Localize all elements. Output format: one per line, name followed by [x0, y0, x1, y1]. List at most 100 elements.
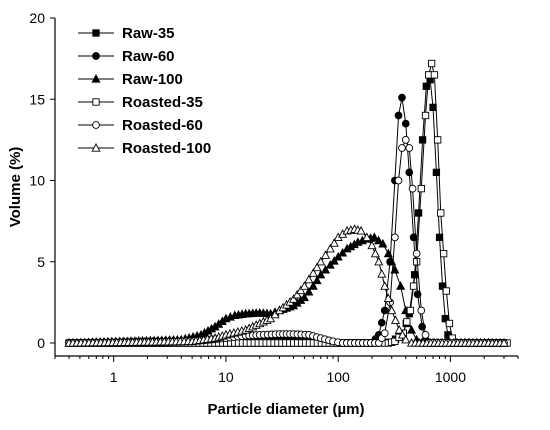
data-point: [445, 319, 454, 328]
data-point: [367, 240, 377, 250]
data-point: [434, 136, 442, 144]
data-point: [390, 315, 401, 324]
legend-item: Roasted-60: [78, 117, 203, 134]
data-point: [320, 264, 331, 274]
data-point: [329, 238, 339, 247]
data-point: [409, 282, 418, 290]
y-tick-label: 10: [29, 173, 45, 189]
data-point: [304, 274, 314, 284]
legend-item: Raw-100: [78, 71, 183, 88]
data-point: [417, 306, 426, 315]
y-tick-label: 20: [29, 10, 45, 26]
data-point: [266, 313, 276, 323]
data-point: [338, 247, 348, 257]
data-point: [325, 243, 335, 253]
data-point: [378, 238, 388, 248]
data-point: [296, 285, 306, 295]
series-layer: [64, 59, 511, 347]
x-tick-label: 10: [218, 369, 234, 385]
legend-item: Roasted-100: [78, 140, 211, 157]
data-point: [412, 249, 421, 258]
y-tick-label: 0: [37, 335, 45, 351]
data-point: [418, 136, 427, 144]
y-axis-title: Volume (%): [7, 147, 24, 228]
data-point: [417, 184, 425, 193]
data-point: [437, 209, 445, 217]
data-point: [380, 281, 390, 290]
data-point: [325, 260, 335, 269]
data-point: [403, 318, 411, 326]
ticks-layer: 0 5 10 15 20 1 10 100 1000: [29, 10, 519, 385]
data-point: [401, 136, 410, 144]
data-point: [442, 287, 451, 295]
data-point: [374, 235, 384, 245]
data-point: [92, 98, 100, 106]
data-point: [414, 209, 423, 217]
data-point: [270, 309, 280, 319]
data-point: [439, 249, 448, 258]
legend-label: Roasted-100: [122, 140, 211, 157]
series-roasted-100: [64, 224, 509, 347]
data-point: [91, 74, 101, 83]
data-point: [312, 262, 322, 272]
legend-label: Roasted-60: [122, 117, 203, 134]
data-point: [333, 251, 343, 261]
data-point: [380, 306, 389, 315]
data-point: [499, 338, 509, 347]
y-tick-label: 5: [37, 254, 45, 270]
data-point: [362, 232, 372, 242]
data-point: [430, 71, 439, 79]
data-point: [383, 248, 393, 258]
data-point: [377, 268, 387, 278]
data-point: [91, 143, 101, 152]
data-point: [380, 329, 389, 338]
data-point: [413, 290, 422, 299]
data-point: [401, 119, 410, 128]
data-point: [397, 329, 408, 339]
data-point: [398, 144, 406, 152]
y-tick-label: 15: [29, 91, 45, 107]
data-point: [374, 256, 384, 266]
legend-label: Raw-35: [122, 25, 175, 42]
data-point: [308, 268, 318, 277]
data-point: [369, 232, 379, 242]
data-point: [292, 289, 302, 299]
x-tick-label: 100: [326, 369, 350, 385]
series-roasted-60: [65, 136, 508, 347]
data-point: [308, 281, 318, 290]
data-point: [92, 29, 100, 37]
legend-label: Raw-60: [122, 48, 175, 65]
data-point: [394, 325, 404, 334]
data-point: [312, 275, 322, 285]
data-point: [405, 144, 414, 152]
legend-item: Raw-60: [78, 48, 175, 65]
x-tick-label: 1000: [435, 369, 466, 385]
axes-layer: [54, 18, 518, 357]
data-point: [429, 103, 437, 112]
data-point: [320, 250, 331, 259]
legend-label: Roasted-35: [122, 94, 203, 111]
data-point: [299, 292, 309, 302]
data-point: [394, 176, 403, 185]
data-point: [394, 111, 403, 120]
data-point: [396, 281, 406, 290]
data-point: [299, 281, 309, 290]
legend: Raw-35 Raw-60 Raw-100 Roasted-35 Roasted-60 R…: [78, 25, 211, 157]
legend-label: Raw-100: [122, 71, 183, 88]
data-point: [316, 256, 326, 266]
data-point: [427, 59, 436, 68]
data-point: [391, 233, 399, 242]
legend-item: Raw-35: [78, 25, 175, 42]
data-point: [421, 111, 430, 120]
data-point: [401, 334, 411, 344]
data-point: [377, 318, 386, 327]
data-point: [435, 233, 444, 242]
series-line: [69, 236, 504, 344]
data-point: [432, 168, 441, 177]
data-point: [406, 306, 415, 315]
data-point: [304, 286, 314, 296]
data-point: [370, 248, 380, 258]
data-point: [92, 121, 100, 129]
x-axis-title: Particle diameter (µm): [207, 401, 364, 418]
